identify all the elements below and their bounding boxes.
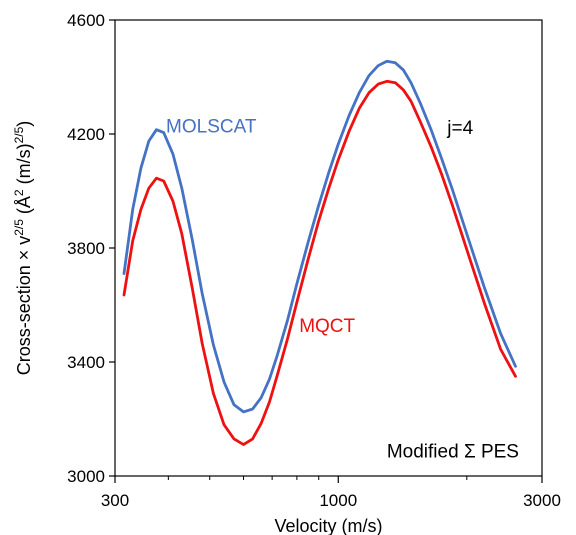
y-tick-label: 3800: [67, 239, 105, 258]
plot-area-frame: [114, 19, 543, 477]
series-molscat: [122, 59, 517, 414]
y-tick-label: 3400: [67, 353, 105, 372]
series-label-mqct: MQCT: [299, 316, 355, 337]
series-label-molscat: MOLSCAT: [166, 117, 257, 138]
series-layer: [122, 59, 517, 447]
tick-labels: 3000 3400 3800 4200 4600 300 1000 3000: [67, 11, 561, 510]
annotation: j=4: [446, 118, 473, 139]
y-axis-title-suffix: ): [14, 121, 34, 127]
y-axis-title-prefix: Cross-section × v: [14, 236, 34, 376]
x-tick-label: 300: [101, 491, 129, 510]
y-axis-title-exp2: 2: [12, 189, 26, 196]
y-tick-label: 4200: [67, 125, 105, 144]
series-mqct: [122, 79, 517, 447]
y-axis-title: Cross-section × v2/5 (Å2 (m/s)2/5): [12, 121, 34, 376]
y-axis-title-exp3: 2/5: [12, 126, 26, 143]
y-tick-label: 3000: [67, 467, 105, 486]
axis-ticks: [109, 19, 543, 483]
x-tick-label: 3000: [523, 491, 561, 510]
y-tick-label: 4600: [67, 11, 105, 30]
y-axis-title-middle: (Å: [14, 196, 34, 219]
x-tick-label: 1000: [319, 491, 357, 510]
x-axis-title: Velocity (m/s): [274, 516, 382, 535]
annotation: Modified Σ PES: [387, 441, 519, 462]
y-axis-title-exp1: 2/5: [12, 219, 26, 236]
labels-layer: MOLSCAT MQCT j=4 Modified Σ PES: [166, 117, 519, 463]
y-axis-title-middle2: (m/s): [14, 143, 34, 189]
